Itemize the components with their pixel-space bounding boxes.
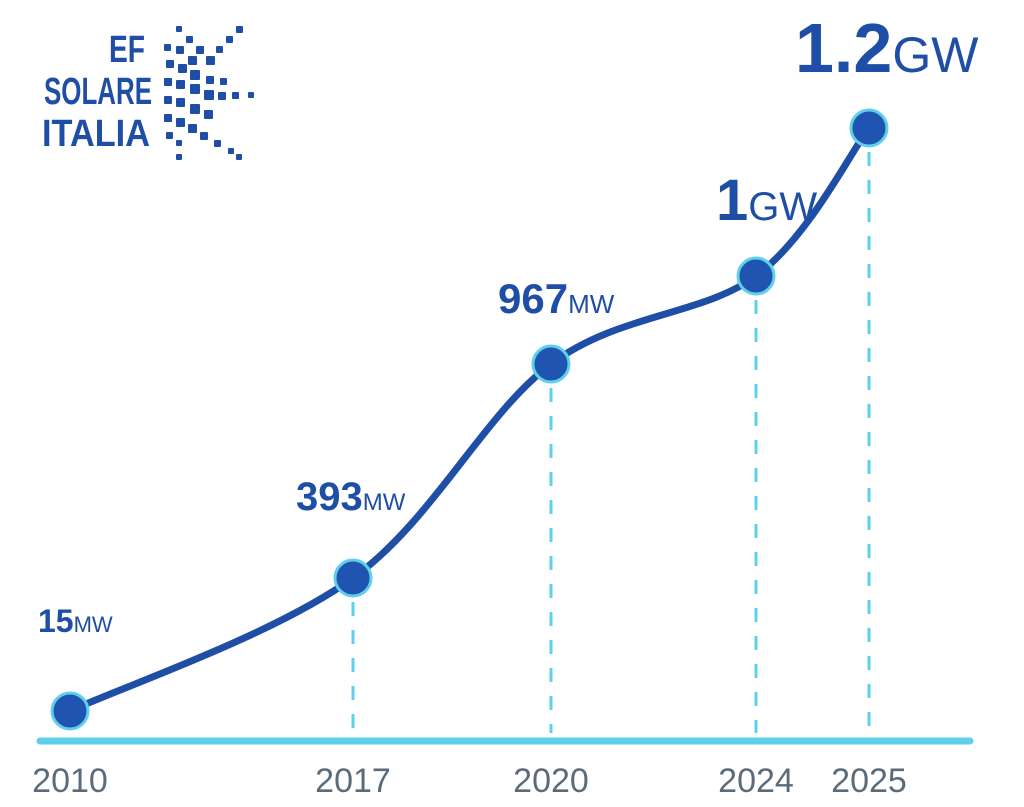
data-point-2010 — [50, 691, 90, 731]
data-label-2017: 393MW — [296, 475, 406, 519]
x-tick-labels: 2010 2017 2020 2024 2025 — [32, 762, 907, 800]
data-label-2024: 1GW — [716, 168, 817, 233]
data-point-2020 — [531, 344, 571, 384]
data-label-2010: 15MW — [38, 603, 113, 639]
data-label-unit: GW — [748, 185, 817, 229]
tick-label-2025: 2025 — [831, 762, 907, 800]
data-label-unit: MW — [363, 489, 406, 516]
year-guide-lines — [351, 152, 871, 733]
data-label-unit: MW — [568, 289, 615, 319]
logo-line-2: SOLARE — [44, 71, 152, 113]
tick-label-2010: 2010 — [32, 762, 108, 800]
capacity-series-line — [66, 124, 873, 715]
tick-label-2020: 2020 — [513, 762, 589, 800]
data-label-2025: 1.2GW — [795, 9, 979, 87]
data-label-2020: 967MW — [498, 275, 615, 322]
data-label-value: 15 — [38, 603, 74, 639]
data-point-2017 — [333, 558, 373, 598]
data-point-2024 — [736, 256, 776, 296]
tick-label-2024: 2024 — [718, 762, 794, 800]
logo-dot-pattern — [164, 26, 254, 160]
logo-line-1: EF — [109, 29, 145, 71]
tick-label-2017: 2017 — [315, 762, 391, 800]
data-point-markers — [50, 108, 889, 731]
data-label-value: 393 — [296, 475, 363, 519]
logo-line-3: ITALIA — [42, 113, 150, 155]
data-label-unit: GW — [892, 27, 979, 83]
data-label-value: 1 — [716, 168, 748, 233]
data-label-unit: MW — [74, 612, 113, 637]
data-label-value: 1.2 — [795, 9, 892, 87]
data-point-2025 — [849, 108, 889, 148]
data-label-value: 967 — [498, 275, 568, 322]
